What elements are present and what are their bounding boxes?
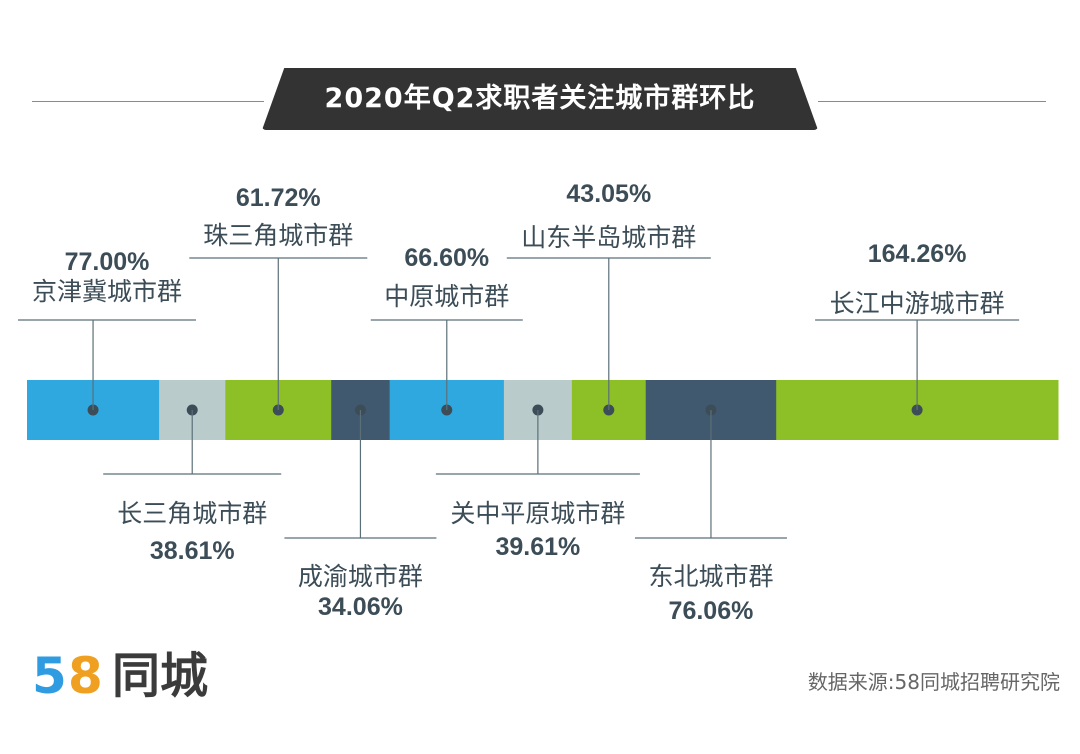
segment-name-label: 成渝城市群 — [298, 562, 423, 591]
logo-digit-5: 5 — [32, 647, 67, 705]
segment-value-label: 66.60% — [404, 244, 489, 272]
segment-value-label: 77.00% — [65, 248, 150, 276]
segment-value-label: 61.72% — [236, 184, 321, 212]
segment-value-label: 34.06% — [318, 593, 403, 621]
segment-name-label: 关中平原城市群 — [450, 499, 625, 528]
segment-name-label: 山东半岛城市群 — [521, 223, 696, 252]
logo-name: 同城 — [112, 648, 209, 704]
segment-name-label: 东北城市群 — [648, 562, 773, 591]
segment-value-label: 39.61% — [495, 533, 580, 561]
segment-value-label: 43.05% — [566, 180, 651, 208]
title-banner — [262, 68, 818, 130]
segment-name-label: 长三角城市群 — [117, 499, 267, 528]
title-rule-left — [32, 101, 264, 102]
segment-name-label: 珠三角城市群 — [203, 221, 353, 250]
title-rule-right — [818, 101, 1046, 102]
logo-digit-8: 8 — [68, 647, 103, 705]
segment-name-label: 中原城市群 — [384, 282, 509, 311]
segment-value-label: 164.26% — [868, 240, 967, 268]
segment-value-label: 38.61% — [150, 537, 235, 565]
segment-value-label: 76.06% — [669, 597, 754, 625]
data-source: 数据来源:58同城招聘研究院 — [807, 670, 1060, 694]
segment-name-label: 京津冀城市群 — [32, 277, 182, 306]
chart-title: 2020年Q2求职者关注城市群环比 — [324, 83, 756, 114]
segment-name-label: 长江中游城市群 — [830, 289, 1005, 318]
